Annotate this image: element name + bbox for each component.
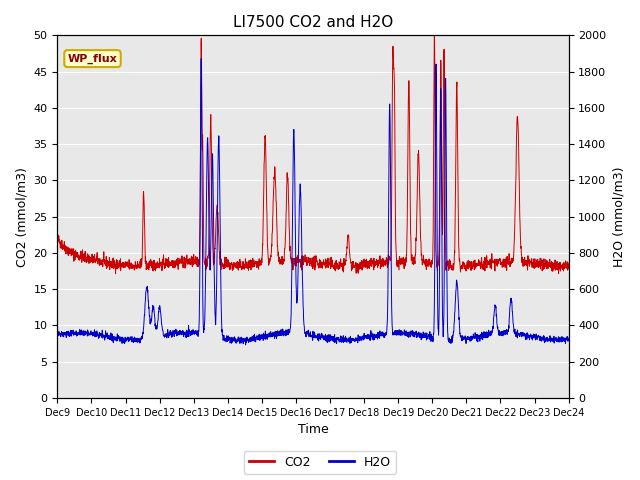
Y-axis label: H2O (mmol/m3): H2O (mmol/m3) — [612, 167, 625, 267]
Title: LI7500 CO2 and H2O: LI7500 CO2 and H2O — [233, 15, 393, 30]
Y-axis label: CO2 (mmol/m3): CO2 (mmol/m3) — [15, 167, 28, 266]
Text: WP_flux: WP_flux — [68, 53, 117, 64]
Legend: CO2, H2O: CO2, H2O — [244, 451, 396, 474]
X-axis label: Time: Time — [298, 423, 328, 436]
